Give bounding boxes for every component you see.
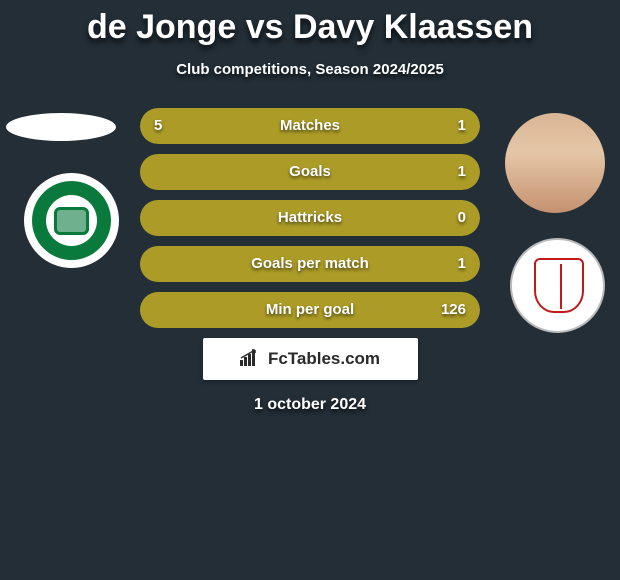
stat-label: Matches [140,108,480,144]
stat-row: 0Hattricks [140,200,480,236]
stat-label: Goals per match [140,246,480,282]
right-column [500,108,610,333]
chart-up-icon [240,348,262,371]
comparison-card: de Jonge vs Davy Klaassen Club competiti… [0,0,620,422]
player2-club-crest [510,238,605,333]
stats-area: 51Matches 1Goals 0Hattricks 1Goals per matc… [0,108,620,328]
player2-name: Davy Klaassen [293,8,533,46]
stat-label: Goals [140,154,480,190]
stat-label: Min per goal [140,292,480,328]
subtitle: Club competitions, Season 2024/2025 [0,61,620,78]
vs-text: vs [246,8,284,46]
page-title: de Jonge vs Davy Klaassen [0,8,620,47]
stat-row: 1Goals per match [140,246,480,282]
player1-name: de Jonge [87,8,236,46]
stat-row: 51Matches [140,108,480,144]
stat-bars: 51Matches 1Goals 0Hattricks 1Goals per matc… [140,108,480,328]
player2-avatar [505,113,605,213]
brand-text: FcTables.com [268,349,380,369]
player1-avatar [6,113,116,141]
brand-badge[interactable]: FcTables.com [203,338,418,380]
stat-label: Hattricks [140,200,480,236]
date-text: 1 october 2024 [0,396,620,414]
player1-club-crest [24,173,119,268]
stat-row: 126Min per goal [140,292,480,328]
stat-row: 1Goals [140,154,480,190]
left-column [6,108,126,268]
